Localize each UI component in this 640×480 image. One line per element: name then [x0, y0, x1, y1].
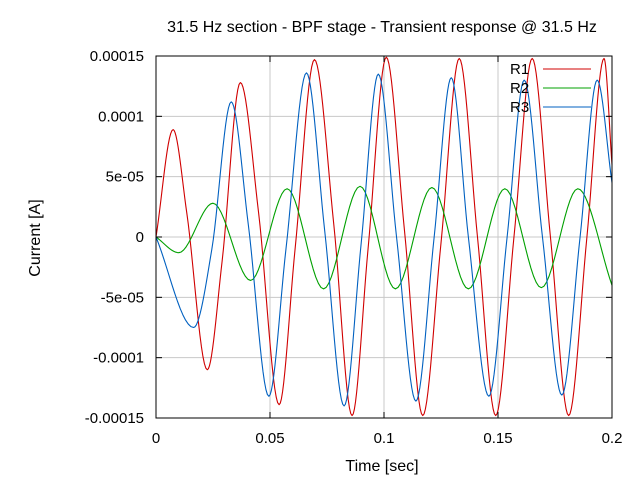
x-tick-label: 0.05 — [255, 430, 284, 447]
chart-title: 31.5 Hz section - BPF stage - Transient … — [167, 19, 597, 36]
series-layer — [155, 56, 613, 417]
grid — [156, 56, 612, 418]
y-tick-label: 5e-05 — [106, 169, 144, 186]
y-axis-label: Current [A] — [27, 199, 44, 276]
series-line-r1 — [155, 56, 613, 417]
legend: R1 R2 R3 — [510, 61, 591, 116]
legend-label-r2: R2 — [510, 80, 529, 97]
x-tick-label: 0.15 — [483, 430, 512, 447]
y-tick-label: -5e-05 — [101, 289, 144, 306]
x-axis-label: Time [sec] — [345, 458, 418, 475]
y-tick-label: -0.0001 — [93, 350, 144, 367]
ticks: 0 0.05 0.1 0.15 0.2 -0.00015 -0.0001 -5e-05 0 5e-… — [85, 48, 623, 447]
y-tick-label: 0 — [136, 229, 144, 246]
series-line-r2 — [155, 185, 613, 290]
y-tick-label: 0.00015 — [90, 48, 144, 65]
x-tick-label: 0 — [152, 430, 160, 447]
x-tick-label: 0.1 — [374, 430, 395, 447]
y-tick-label: 0.0001 — [98, 108, 144, 125]
legend-label-r1: R1 — [510, 61, 529, 78]
legend-label-r3: R3 — [510, 99, 529, 116]
y-tick-label: -0.00015 — [85, 410, 144, 427]
x-tick-label: 0.2 — [602, 430, 623, 447]
series-line-r3 — [155, 72, 613, 407]
